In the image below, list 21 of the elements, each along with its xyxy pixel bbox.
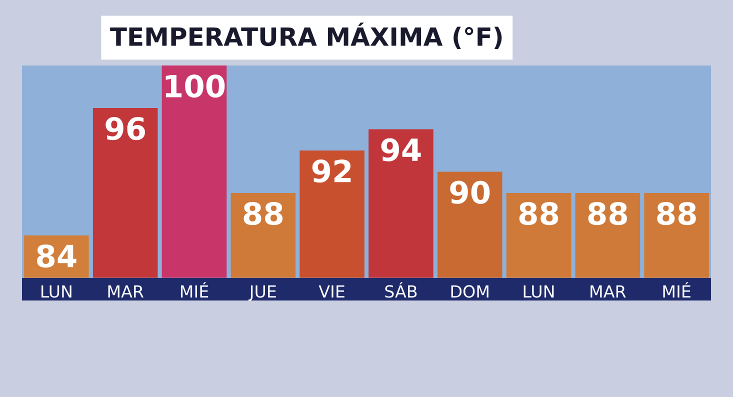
x-tick-label: LUN <box>524 285 554 298</box>
data-label: 88 <box>588 202 628 226</box>
x-tick-label: JUE <box>248 285 276 301</box>
data-label: 90 <box>450 180 490 204</box>
data-label: 88 <box>244 202 283 226</box>
x-tick-label: DOM <box>451 285 488 298</box>
data-label: 84 <box>37 244 76 268</box>
data-label: 100 <box>166 74 225 98</box>
data-label: 96 <box>106 117 145 140</box>
x-tick-label: SÁB <box>385 282 417 298</box>
chart-title: TEMPERATURA MÁXIMA (°F) <box>110 22 502 50</box>
data-label: 88 <box>657 202 696 226</box>
x-tick-label: MAR <box>108 285 144 298</box>
data-label: 88 <box>519 202 558 226</box>
data-label: 94 <box>381 138 421 162</box>
x-tick-label: MIÉ <box>180 282 208 298</box>
x-tick-label: MAR <box>590 285 626 298</box>
x-tick-label: VIE <box>318 285 344 298</box>
x-tick-label: MIÉ <box>663 282 690 298</box>
x-tick-label: LUN <box>42 285 72 298</box>
data-label: 92 <box>312 160 351 183</box>
